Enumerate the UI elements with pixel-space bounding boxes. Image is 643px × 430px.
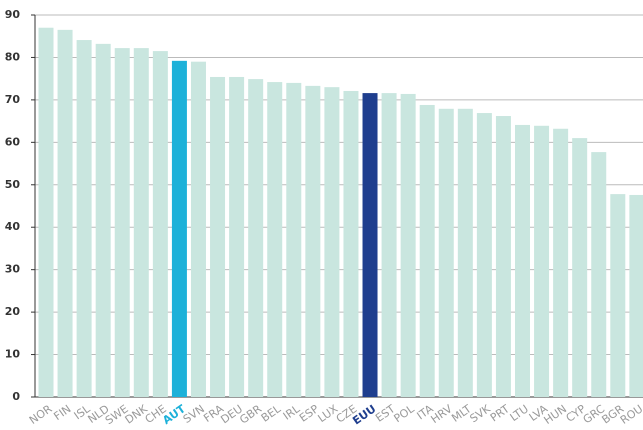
bar	[343, 90, 359, 397]
y-tick-label: 10	[5, 348, 21, 361]
bar	[248, 79, 264, 397]
bar	[305, 85, 321, 397]
bar	[534, 125, 550, 397]
bar	[57, 29, 73, 397]
bar	[152, 51, 168, 397]
bar	[286, 82, 302, 398]
bar	[400, 93, 416, 398]
y-tick-label: 80	[5, 50, 21, 63]
bar	[457, 108, 473, 398]
bar	[267, 82, 283, 397]
x-tick-label: ROU	[618, 402, 643, 427]
x-tick-label: NOR	[27, 402, 55, 427]
bar	[629, 194, 643, 397]
bar	[438, 108, 454, 398]
bar	[610, 194, 626, 397]
bar	[495, 116, 511, 398]
x-tick-label: FIN	[51, 402, 73, 423]
bar	[419, 104, 435, 397]
bar	[229, 76, 245, 398]
bar	[210, 76, 226, 398]
bar	[591, 152, 607, 397]
bar	[171, 60, 187, 398]
bar	[38, 27, 54, 397]
x-tick-label: BEL	[259, 402, 284, 425]
y-tick-label: 90	[5, 8, 21, 21]
y-tick-label: 50	[5, 178, 21, 191]
bar	[553, 128, 569, 398]
y-tick-label: 40	[5, 220, 21, 233]
y-tick-label: 60	[5, 135, 21, 148]
bar	[133, 48, 149, 398]
bar	[114, 48, 130, 398]
bar	[76, 40, 92, 397]
bar	[381, 93, 397, 397]
y-tick-label: 0	[12, 390, 20, 403]
y-tick-label: 30	[5, 263, 21, 276]
bar	[362, 93, 378, 397]
bar	[572, 138, 588, 398]
x-tick-label: POL	[392, 402, 418, 425]
bar	[476, 113, 492, 398]
bar	[324, 87, 340, 398]
bar	[515, 124, 530, 397]
bar	[190, 61, 206, 397]
bar	[95, 43, 111, 398]
y-tick-label: 20	[5, 305, 21, 318]
y-tick-label: 70	[5, 93, 21, 106]
